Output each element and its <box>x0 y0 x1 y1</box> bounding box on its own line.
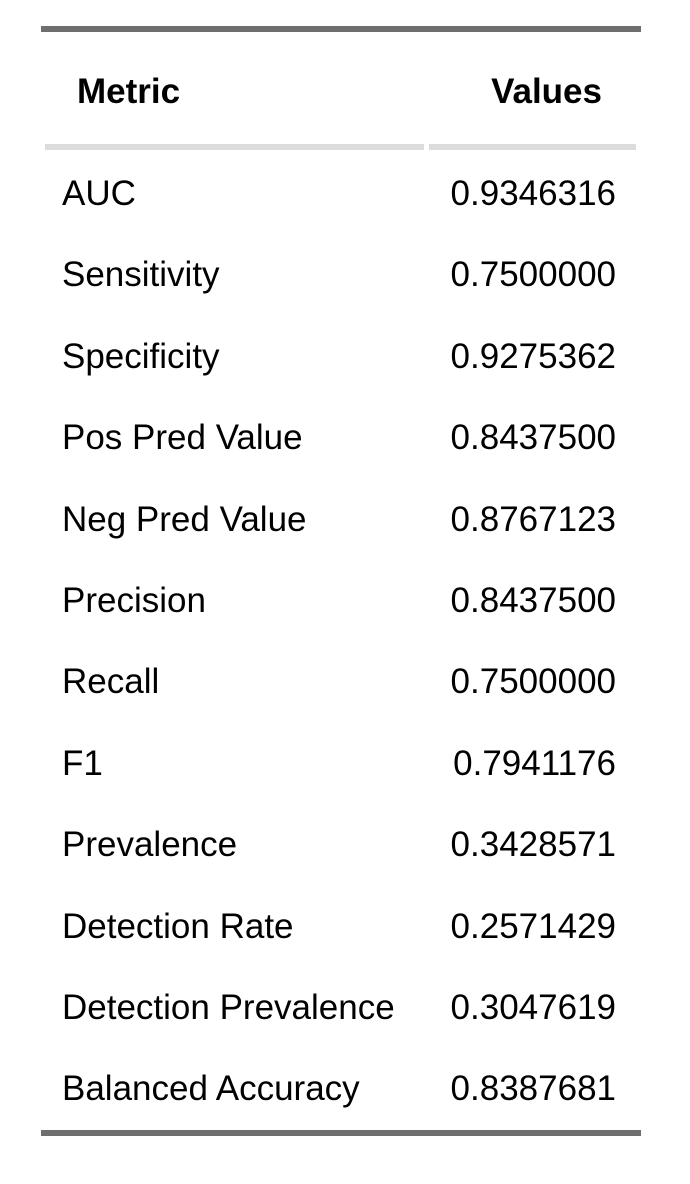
table-row: Prevalence 0.3428571 <box>0 804 690 885</box>
metric-name: Sensitivity <box>62 255 220 295</box>
metric-name: Detection Rate <box>62 906 294 946</box>
metric-name: Detection Prevalence <box>62 987 395 1027</box>
table-row: Specificity 0.9275362 <box>0 316 690 397</box>
table-row: Detection Rate 0.2571429 <box>0 886 690 967</box>
table-row: AUC 0.9346316 <box>0 153 690 234</box>
metric-value: 0.3428571 <box>450 825 616 865</box>
table-row: Recall 0.7500000 <box>0 641 690 722</box>
metric-name: AUC <box>62 174 136 213</box>
column-header-metric: Metric <box>77 72 181 111</box>
column-header-values: Values <box>491 72 602 111</box>
header-rule-metric <box>45 144 424 150</box>
metric-value: 0.9346316 <box>450 174 616 213</box>
metric-value: 0.7500000 <box>450 255 616 295</box>
metric-value: 0.2571429 <box>450 906 616 946</box>
metric-value: 0.9275362 <box>450 336 616 376</box>
metric-value: 0.8437500 <box>450 418 616 458</box>
table-row: Precision 0.8437500 <box>0 560 690 641</box>
metric-name: Pos Pred Value <box>62 418 303 458</box>
metric-name: Recall <box>62 662 160 702</box>
table-body: AUC 0.9346316 Sensitivity 0.7500000 Spec… <box>0 153 690 1130</box>
metric-name: F1 <box>62 743 103 783</box>
metric-value: 0.7500000 <box>450 662 616 702</box>
table-row: F1 0.7941176 <box>0 723 690 804</box>
metric-name: Neg Pred Value <box>62 499 307 539</box>
table-row: Detection Prevalence 0.3047619 <box>0 967 690 1048</box>
metric-value: 0.7941176 <box>453 743 616 783</box>
metric-name: Prevalence <box>62 825 238 865</box>
table-row: Neg Pred Value 0.8767123 <box>0 479 690 560</box>
table-row: Sensitivity 0.7500000 <box>0 234 690 315</box>
table-row: Pos Pred Value 0.8437500 <box>0 397 690 478</box>
metric-value: 0.3047619 <box>450 987 616 1027</box>
table-top-rule <box>41 26 641 32</box>
table-bottom-rule <box>41 1130 641 1136</box>
table-row: Balanced Accuracy 0.8387681 <box>0 1048 690 1129</box>
metric-value: 0.8387681 <box>450 1069 616 1109</box>
metric-value: 0.8767123 <box>450 499 616 539</box>
metric-name: Precision <box>62 580 206 620</box>
header-rule-values <box>429 144 636 150</box>
metric-name: Specificity <box>62 336 220 376</box>
metric-value: 0.8437500 <box>450 580 616 620</box>
metric-name: Balanced Accuracy <box>62 1069 360 1109</box>
